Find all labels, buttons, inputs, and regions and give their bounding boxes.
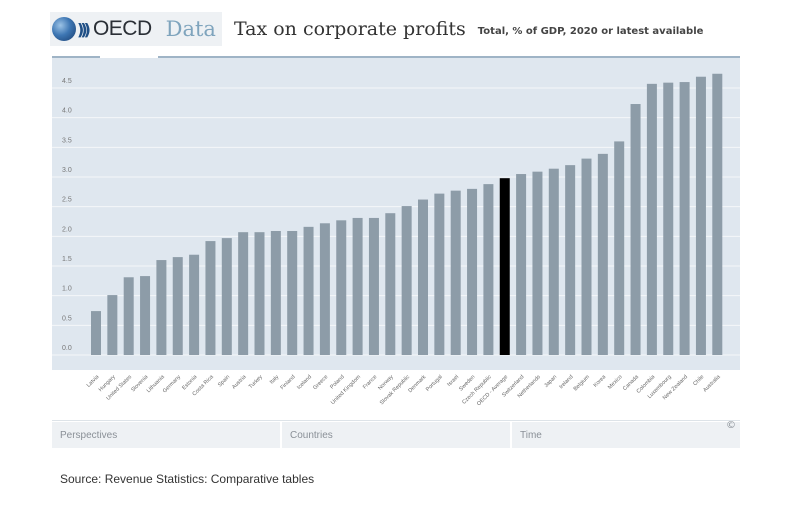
bar-belgium[interactable] xyxy=(581,158,592,355)
bar-italy[interactable] xyxy=(270,230,281,355)
bar-canada[interactable] xyxy=(630,104,641,356)
x-tick-label: Korea xyxy=(593,374,608,389)
x-tick-label: Japan xyxy=(543,374,558,389)
bar-japan[interactable] xyxy=(548,168,559,355)
bar-australia[interactable] xyxy=(712,73,723,355)
bar-slovenia[interactable] xyxy=(140,276,151,355)
bar-lithuania[interactable] xyxy=(156,260,167,355)
source-note: Source: Revenue Statistics: Comparative … xyxy=(60,472,315,486)
copyright-icon[interactable]: © xyxy=(726,420,736,431)
header-divider xyxy=(158,56,740,58)
bar-luxembourg[interactable] xyxy=(663,82,674,355)
bar-iceland[interactable] xyxy=(303,226,314,355)
bar-united-states[interactable] xyxy=(123,277,134,355)
x-tick-label: Belgium xyxy=(573,374,592,393)
bar-slovak-republic[interactable] xyxy=(401,206,412,355)
bar-sweden[interactable] xyxy=(467,188,478,355)
bar-czech-republic[interactable] xyxy=(483,184,494,355)
tab-perspectives[interactable]: Perspectives xyxy=(52,422,280,448)
x-tick-label: Mexico xyxy=(607,374,624,391)
y-tick-label: 1.0 xyxy=(62,286,72,293)
page-title: Tax on corporate profits xyxy=(233,18,466,40)
x-tick-label: Turkey xyxy=(248,374,264,390)
x-tick-label: Greece xyxy=(312,374,329,391)
x-tick-label: Latvia xyxy=(86,374,101,389)
bar-united-kingdom[interactable] xyxy=(352,217,363,355)
x-tick-label: Iceland xyxy=(296,374,313,391)
bar-austria[interactable] xyxy=(238,232,249,355)
bar-poland[interactable] xyxy=(336,220,347,355)
x-tick-label: Spain xyxy=(217,374,231,388)
bar-germany[interactable] xyxy=(172,257,183,355)
y-tick-label: 4.5 xyxy=(62,78,72,85)
bar-finland[interactable] xyxy=(287,230,298,355)
y-tick-label: 4.0 xyxy=(62,108,72,115)
y-tick-label: 2.5 xyxy=(62,197,72,204)
tab-time[interactable]: Time xyxy=(512,422,740,448)
bar-denmark[interactable] xyxy=(418,199,428,355)
y-tick-label: 3.5 xyxy=(62,137,72,144)
bar-new-zealand[interactable] xyxy=(679,82,690,356)
oecd-logo[interactable]: ))) OECD Data xyxy=(50,12,222,46)
bar-norway[interactable] xyxy=(385,213,396,355)
x-tick-label: Finland xyxy=(280,374,297,391)
header: ))) OECD Data Tax on corporate profits T… xyxy=(50,12,703,46)
bar-mexico[interactable] xyxy=(614,141,625,355)
page-subtitle: Total, % of GDP, 2020 or latest availabl… xyxy=(477,25,704,37)
x-tick-label: Portugal xyxy=(425,374,444,393)
x-tick-label: Austria xyxy=(231,374,248,391)
bar-turkey[interactable] xyxy=(254,232,265,355)
x-tick-label: Italy xyxy=(269,374,281,386)
bar-israel[interactable] xyxy=(450,190,461,355)
x-tick-label: Chile xyxy=(692,374,705,387)
x-axis-label-area xyxy=(52,370,740,421)
x-tick-label: Australia xyxy=(702,374,722,394)
data-word: Data xyxy=(165,17,216,41)
bar-chart: 0.00.51.01.52.02.53.03.54.04.5 LatviaHun… xyxy=(52,73,740,407)
x-tick-label: United Kingdom xyxy=(330,374,362,406)
bar-france[interactable] xyxy=(368,217,379,355)
bar-spain[interactable] xyxy=(221,238,232,355)
bar-greece[interactable] xyxy=(319,223,330,355)
y-tick-label: 3.0 xyxy=(62,167,72,174)
bar-hungary[interactable] xyxy=(107,295,118,355)
bar-switzerland[interactable] xyxy=(516,174,527,355)
bar-netherlands[interactable] xyxy=(532,171,543,355)
x-tick-label: Israel xyxy=(446,374,460,388)
bar-chile[interactable] xyxy=(695,76,706,355)
bar-costa-rica[interactable] xyxy=(205,241,216,355)
y-tick-label: 1.5 xyxy=(62,256,72,263)
chart-plot-area xyxy=(52,58,740,370)
tab-countries[interactable]: Countries xyxy=(282,422,510,448)
x-tick-label: France xyxy=(362,374,378,390)
x-tick-label: Denmark xyxy=(407,374,427,394)
bar-korea[interactable] xyxy=(597,153,608,355)
y-tick-label: 0.0 xyxy=(62,345,72,352)
x-tick-label: Germany xyxy=(162,374,182,394)
logo-text: OECD xyxy=(92,17,152,40)
header-divider xyxy=(52,56,100,58)
bar-estonia[interactable] xyxy=(189,254,200,355)
y-tick-label: 0.5 xyxy=(62,315,72,322)
y-tick-label: 2.0 xyxy=(62,226,72,233)
bar-ireland[interactable] xyxy=(565,165,576,355)
chart-tabs: Perspectives Countries Time xyxy=(52,422,740,448)
bar-portugal[interactable] xyxy=(434,193,445,355)
bar-latvia[interactable] xyxy=(91,311,101,355)
bar-colombia[interactable] xyxy=(646,83,657,355)
globe-icon xyxy=(52,17,76,41)
bar-oecd-average[interactable] xyxy=(499,178,510,355)
